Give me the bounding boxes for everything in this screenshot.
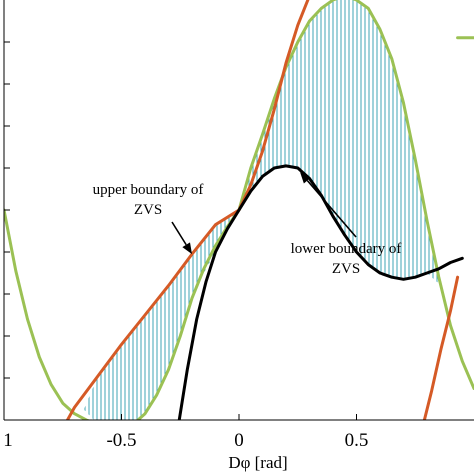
x-tick-label-1: -0.5 <box>106 430 136 451</box>
annotation-lower-line2: ZVS <box>332 261 360 277</box>
axes: 1 -0.5 0 0.5 <box>3 0 474 451</box>
plot-area <box>4 0 474 420</box>
series-layer <box>4 0 474 420</box>
annotation-upper-line2: ZVS <box>134 202 162 218</box>
x-tick-label-0: 1 <box>3 430 13 451</box>
x-axis-label: Dφ [rad] <box>228 453 287 472</box>
annotation-lower-line1: lower boundary of <box>291 241 402 257</box>
x-tick-label-2: 0 <box>234 430 244 451</box>
series-line-2 <box>422 275 460 420</box>
series-line-3 <box>177 164 464 420</box>
annotation-upper-arrow <box>171 221 187 246</box>
annotations: upper boundary of ZVS lower boundary of … <box>93 172 402 277</box>
annotation-lower-arrowhead <box>300 172 311 184</box>
x-tick-label-3: 0.5 <box>345 430 369 451</box>
series-line-1 <box>65 0 310 420</box>
zvs-shaded-region <box>83 0 442 420</box>
annotation-lower-arrow <box>306 180 357 238</box>
annotation-upper-arrowhead <box>182 242 192 255</box>
annotation-upper-line1: upper boundary of <box>93 182 204 198</box>
ticks: 1 -0.5 0 0.5 <box>3 41 369 451</box>
